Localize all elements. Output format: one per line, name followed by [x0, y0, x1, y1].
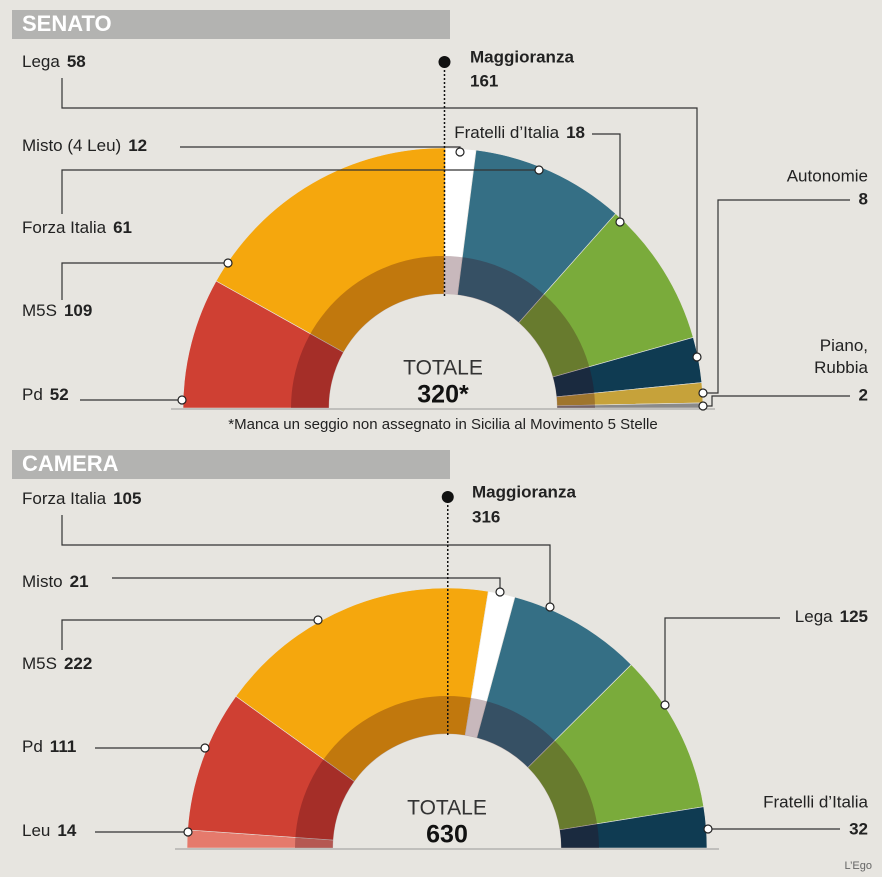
- leader-line: [61, 262, 228, 300]
- inner-band: [295, 696, 599, 848]
- party-label: Misto 21: [22, 572, 89, 591]
- party-seats: 109: [64, 301, 92, 320]
- leader-dot: [223, 258, 233, 268]
- leader-line: [61, 169, 539, 214]
- majority-label: Maggioranza: [470, 47, 574, 66]
- leader-dot: [545, 602, 555, 612]
- majority-value: 161: [470, 71, 498, 90]
- seat-slice: [559, 806, 708, 849]
- party-label: Fratelli d’Italia 18: [454, 123, 585, 142]
- party-seats: 61: [113, 218, 132, 237]
- credit: L’Ego: [844, 860, 872, 872]
- majority-dot: [438, 56, 451, 68]
- party-seats: 32: [849, 819, 868, 838]
- party-name: Fratelli d’Italia: [763, 792, 868, 811]
- party-label: Forza Italia 105: [22, 489, 141, 508]
- party-seats: 52: [50, 385, 69, 404]
- leader-line: [61, 619, 318, 650]
- majority-label: Maggioranza: [472, 482, 576, 501]
- party-name: Misto: [22, 572, 63, 591]
- total-label: TOTALE: [407, 797, 487, 820]
- leader-line: [61, 515, 551, 607]
- leader-dot: [534, 165, 544, 175]
- party-name: Piano, Rubbia: [814, 336, 868, 377]
- party-seats: 2: [859, 385, 868, 404]
- leader-dot: [177, 395, 187, 405]
- total-value: 320*: [417, 381, 469, 409]
- section-title: CAMERA: [22, 451, 119, 476]
- party-seats: 125: [840, 607, 868, 626]
- party-name: Pd: [22, 385, 43, 404]
- party-name: Lega: [795, 607, 833, 626]
- leader-dot: [183, 827, 193, 837]
- party-seats: 111: [50, 737, 77, 756]
- leader-dot: [698, 401, 708, 411]
- leader-dot: [313, 615, 323, 625]
- party-name: M5S: [22, 654, 57, 673]
- party-name: Fratelli d’Italia: [454, 123, 559, 142]
- party-name: M5S: [22, 301, 57, 320]
- party-seats: 18: [566, 123, 585, 142]
- seat-slice: [215, 147, 446, 353]
- section-banner: [12, 450, 450, 479]
- leader-line: [61, 78, 698, 357]
- party-label: M5S 109: [22, 301, 92, 320]
- party-label: M5S 222: [22, 654, 92, 673]
- leader-line: [592, 133, 621, 222]
- section-title: SENATO: [22, 11, 112, 36]
- party-label: Pd 111: [22, 737, 76, 756]
- party-seats: 8: [859, 189, 868, 208]
- section-banner: [12, 10, 450, 39]
- inner-band: [291, 256, 595, 408]
- leader-dot: [703, 824, 713, 834]
- leader-line: [664, 617, 780, 705]
- party-name: Forza Italia: [22, 489, 107, 508]
- party-label: Pd 52: [22, 385, 69, 404]
- leader-dot: [692, 352, 702, 362]
- leader-dot: [698, 388, 708, 398]
- leader-dot: [660, 700, 670, 710]
- party-name: Pd: [22, 737, 43, 756]
- party-label: Forza Italia 61: [22, 218, 132, 237]
- party-name: Misto (4 Leu): [22, 136, 121, 155]
- party-seats: 12: [128, 136, 147, 155]
- party-seats: 14: [57, 821, 76, 840]
- party-name: Leu: [22, 821, 50, 840]
- leader-dot: [455, 147, 465, 157]
- leader-dot: [200, 743, 210, 753]
- leader-line: [112, 577, 501, 592]
- leader-dot: [495, 587, 505, 597]
- party-name: Autonomie: [787, 166, 868, 185]
- party-label: Leu 14: [22, 821, 77, 840]
- footnote: *Manca un seggio non assegnato in Sicili…: [228, 416, 657, 433]
- party-seats: 105: [113, 489, 141, 508]
- majority-dot: [441, 491, 454, 503]
- party-name: Forza Italia: [22, 218, 107, 237]
- leader-line: [703, 199, 850, 394]
- party-seats: 222: [64, 654, 92, 673]
- party-seats: 21: [70, 572, 89, 591]
- total-label: TOTALE: [403, 357, 483, 380]
- label-box: Piano, Rubbia: [814, 336, 868, 377]
- leader-dot: [615, 217, 625, 227]
- party-label: Lega 58: [22, 52, 86, 71]
- party-label: Misto (4 Leu) 12: [22, 136, 147, 155]
- majority-value: 316: [472, 507, 500, 526]
- seat-slice: [235, 587, 489, 782]
- total-value: 630: [426, 821, 468, 849]
- party-seats: 58: [67, 52, 86, 71]
- party-label: Lega 125: [795, 607, 868, 626]
- seat-slice: [527, 664, 705, 831]
- party-name: Lega: [22, 52, 60, 71]
